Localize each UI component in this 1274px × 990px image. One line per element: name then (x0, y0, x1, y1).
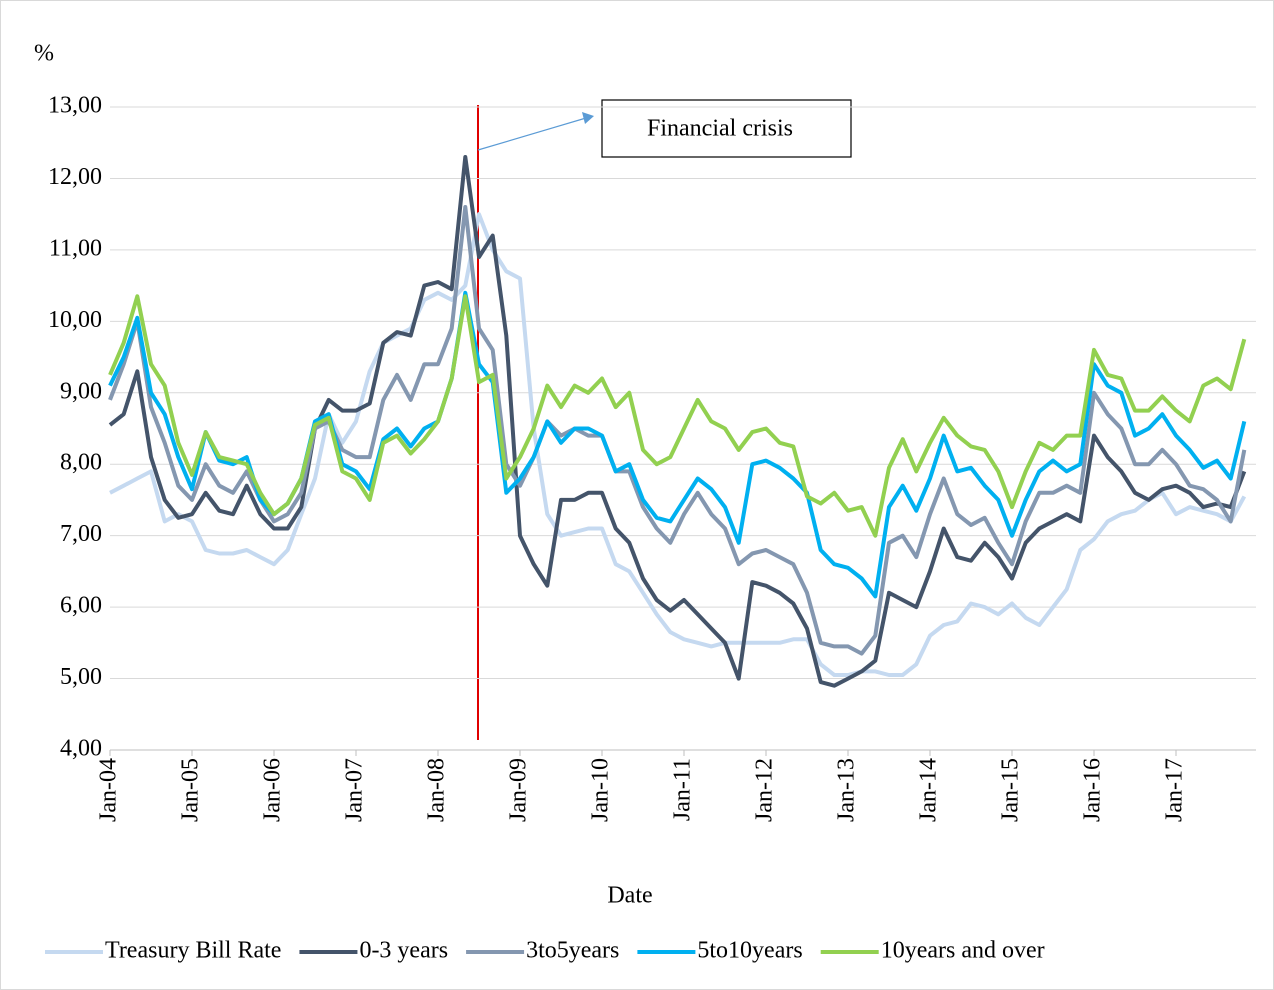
x-tick-label: Jan-11 (670, 758, 696, 821)
annotation-box (601, 99, 852, 158)
x-tick-label: Jan-17 (1162, 758, 1188, 822)
y-tick-label: 7,00 (60, 521, 102, 547)
legend-label: Treasury Bill Rate (105, 938, 281, 964)
x-tick-label: Jan-14 (916, 758, 942, 822)
x-tick-label: Jan-09 (506, 758, 532, 822)
y-unit: % (34, 41, 54, 67)
annotation: Financial crisis (647, 116, 793, 142)
x-tick-label: Jan-04 (96, 758, 122, 822)
legend-label: 10years and over (881, 938, 1045, 964)
series-line (108, 205, 1247, 656)
annotation-arrow (477, 117, 587, 151)
y-tick-label: 4,00 (60, 736, 102, 762)
x-tick-label: Jan-07 (342, 758, 368, 822)
legend-label: 3to5years (526, 938, 619, 964)
x-tick-label: Jan-08 (424, 758, 450, 822)
y-tick-label: 8,00 (60, 450, 102, 476)
y-tick-label: 6,00 (60, 593, 102, 619)
legend-label: 0-3 years (359, 938, 448, 964)
y-tick-label: 5,00 (60, 664, 102, 690)
series-line (109, 212, 1247, 677)
y-tick-label: 9,00 (60, 378, 102, 404)
y-tick-label: 13,00 (48, 93, 102, 119)
x-tick-label: Jan-05 (178, 758, 204, 822)
series-line (108, 155, 1247, 688)
x-tick-label: Jan-13 (834, 758, 860, 822)
y-tick-label: 10,00 (48, 307, 102, 333)
x-tick-label: Jan-10 (588, 758, 614, 822)
x-tick-label: Jan-16 (1080, 758, 1106, 822)
x-tick-label: Jan-15 (998, 758, 1024, 822)
series-line (108, 294, 1247, 538)
y-tick-label: 12,00 (48, 164, 102, 190)
x-tick-label: Jan-06 (260, 758, 286, 822)
y-tick-label: 11,00 (49, 235, 102, 261)
legend-label: 5to10years (697, 938, 802, 964)
arrow-head (582, 112, 594, 124)
x-axis-label: Date (607, 883, 652, 909)
x-tick-label: Jan-12 (752, 758, 778, 822)
